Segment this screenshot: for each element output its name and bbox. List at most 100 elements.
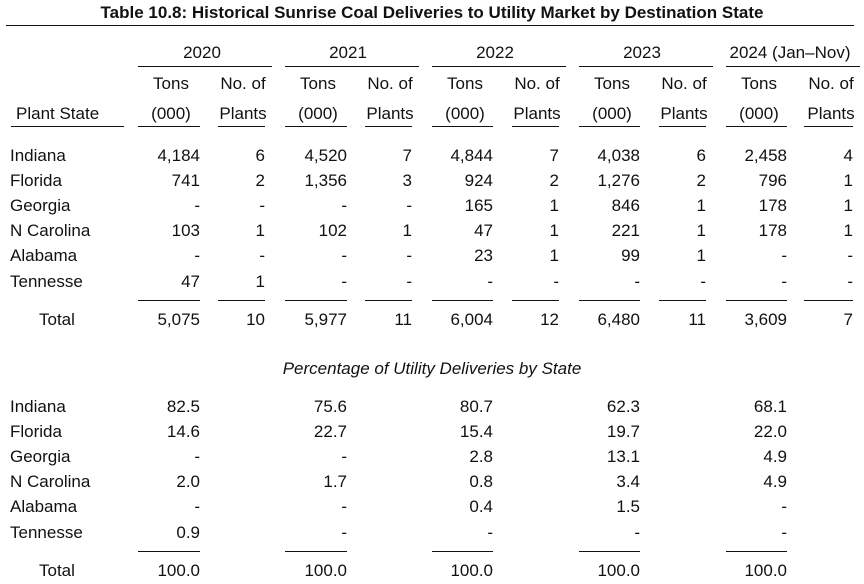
pct-cell: 82.5	[166, 397, 200, 416]
plants-header-line1: No. of	[808, 74, 854, 93]
table-cell: 1	[549, 246, 559, 265]
year-underline	[285, 66, 419, 67]
pct-cell: -	[634, 523, 640, 542]
table-cell: 4,038	[597, 146, 640, 165]
tons-header-line2: (000)	[445, 104, 485, 123]
pct-cell: 19.7	[606, 422, 640, 441]
pct-cell: 1.5	[616, 497, 640, 516]
total-rule	[512, 300, 559, 301]
pct-total-rule	[138, 551, 200, 552]
pct-total-rule	[285, 551, 347, 552]
plant-state-header: Plant State	[16, 104, 100, 123]
year-underline	[579, 66, 713, 67]
table-cell: 4,844	[450, 146, 493, 165]
total-rule	[432, 300, 493, 301]
pct-cell: -	[341, 497, 347, 516]
pct-cell: 2.0	[176, 472, 200, 491]
table-cell: 1,356	[304, 171, 347, 190]
pct-row-state-label: Florida	[10, 422, 62, 441]
table-cell: -	[194, 246, 200, 265]
pct-row-state-label: Georgia	[10, 447, 71, 466]
table-cell: 6	[255, 146, 265, 165]
plants-header-line2: Plants	[219, 104, 267, 123]
table-cell: 1	[255, 221, 265, 240]
total-cell: 5,977	[304, 310, 347, 329]
pct-cell: -	[341, 447, 347, 466]
total-cell: 3,609	[744, 310, 787, 329]
table-cell: 1	[843, 221, 853, 240]
total-cell: 7	[843, 310, 853, 329]
column-header-underline	[804, 126, 853, 127]
plants-header-line2: Plants	[366, 104, 414, 123]
table-cell: -	[634, 272, 640, 291]
table-cell: 7	[549, 146, 559, 165]
year-underline	[726, 66, 860, 67]
row-state-label: Georgia	[10, 196, 71, 215]
table-cell: 47	[474, 221, 493, 240]
total-rule	[138, 300, 200, 301]
table-cell: 221	[611, 221, 640, 240]
total-cell: 11	[688, 310, 706, 329]
row-state-label: Tennesse	[10, 272, 83, 291]
total-rule	[804, 300, 853, 301]
table-cell: 1	[402, 221, 412, 240]
row-state-label: N Carolina	[10, 221, 91, 240]
total-rule	[285, 300, 347, 301]
table-cell: 1	[843, 196, 853, 215]
table-cell: -	[847, 246, 853, 265]
table-cell: -	[700, 272, 706, 291]
pct-total-cell: 100.0	[744, 561, 787, 580]
table-cell: -	[406, 246, 412, 265]
total-cell: 5,075	[157, 310, 200, 329]
pct-cell: 22.0	[753, 422, 787, 441]
table-cell: -	[487, 272, 493, 291]
tons-header-line2: (000)	[298, 104, 338, 123]
plants-header-line2: Plants	[513, 104, 561, 123]
table-cell: 7	[402, 146, 412, 165]
total-cell: 12	[540, 310, 559, 329]
year-header: 2023	[623, 43, 661, 62]
table-cell: -	[406, 272, 412, 291]
plants-header-line1: No. of	[514, 74, 560, 93]
pct-total-cell: 100.0	[450, 561, 493, 580]
column-header-underline	[138, 126, 200, 127]
pct-cell: 13.1	[606, 447, 640, 466]
plant-state-underline	[11, 126, 124, 127]
year-underline	[432, 66, 566, 67]
pct-total-rule	[726, 551, 787, 552]
pct-cell: 15.4	[459, 422, 493, 441]
pct-cell: 4.9	[763, 472, 787, 491]
year-header: 2024 (Jan–Nov)	[729, 43, 851, 62]
table-cell: 178	[758, 196, 787, 215]
pct-cell: 68.1	[753, 397, 787, 416]
total-rule	[726, 300, 787, 301]
column-header-underline	[512, 126, 559, 127]
tons-header-line2: (000)	[592, 104, 632, 123]
column-header-underline	[365, 126, 412, 127]
column-header-underline	[579, 126, 640, 127]
plants-header-line2: Plants	[660, 104, 708, 123]
tons-header-line2: (000)	[151, 104, 191, 123]
total-label: Total	[39, 310, 75, 329]
table-cell: 2	[255, 171, 265, 190]
table-cell: -	[259, 196, 265, 215]
total-rule	[659, 300, 706, 301]
pct-cell: -	[781, 497, 787, 516]
table-cell: 1	[549, 221, 559, 240]
table-cell: -	[781, 246, 787, 265]
column-header-underline	[218, 126, 265, 127]
table-cell: 1,276	[597, 171, 640, 190]
pct-cell: 80.7	[459, 397, 493, 416]
row-state-label: Florida	[10, 171, 62, 190]
table-cell: -	[259, 246, 265, 265]
table-cell: 741	[171, 171, 200, 190]
pct-row-state-label: Tennesse	[10, 523, 83, 542]
pct-row-state-label: Alabama	[10, 497, 78, 516]
table-cell: 102	[318, 221, 347, 240]
table-cell: 1	[696, 221, 706, 240]
section-title: Percentage of Utility Deliveries by Stat…	[282, 359, 582, 378]
tons-header-line1: Tons	[741, 74, 777, 93]
column-header-underline	[285, 126, 347, 127]
plants-header-line1: No. of	[220, 74, 266, 93]
pct-cell: -	[781, 523, 787, 542]
